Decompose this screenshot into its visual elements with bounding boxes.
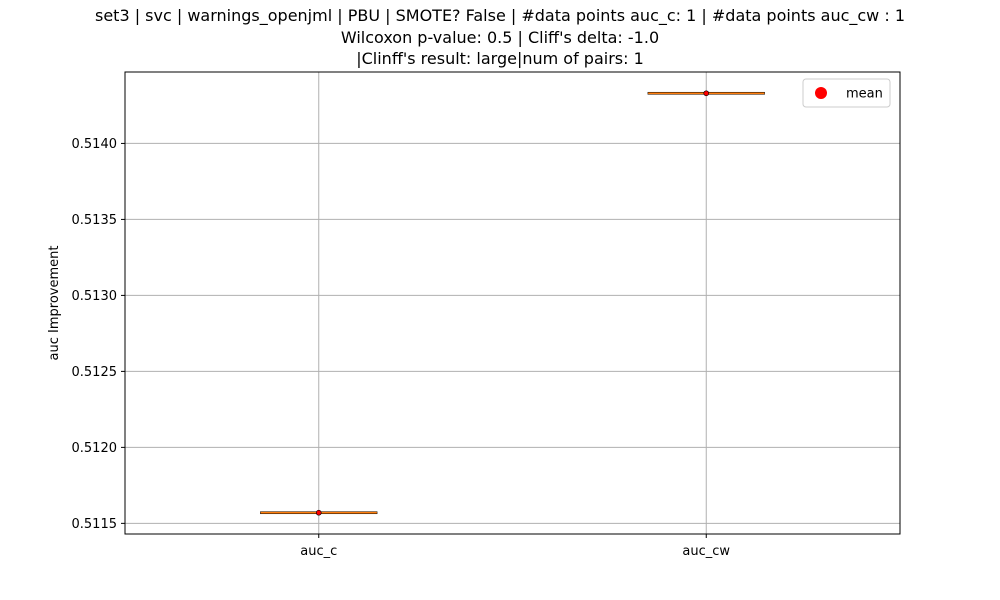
legend-mean-marker bbox=[815, 87, 827, 99]
y-tick-label: 0.5135 bbox=[72, 213, 118, 228]
x-tick-label: auc_c bbox=[300, 544, 337, 559]
y-tick-label: 0.5120 bbox=[72, 441, 118, 456]
legend: mean bbox=[802, 78, 891, 108]
plot-frame bbox=[124, 71, 901, 535]
y-tick-label: 0.5125 bbox=[72, 365, 118, 380]
y-tick-label: 0.5140 bbox=[72, 137, 118, 152]
mean-marker bbox=[703, 90, 710, 97]
y-tick-label: 0.5115 bbox=[72, 517, 118, 532]
chart-title-line-3: |Clinff's result: large|num of pairs: 1 bbox=[356, 49, 644, 68]
y-tick-label: 0.5130 bbox=[72, 289, 118, 304]
x-tick-label: auc_cw bbox=[682, 544, 730, 559]
grid-layer bbox=[125, 72, 900, 534]
data-layer bbox=[260, 90, 765, 516]
y-axis-label: auc Improvement bbox=[47, 246, 62, 361]
chart-title-line-2: Wilcoxon p-value: 0.5 | Cliff's delta: -… bbox=[340, 28, 660, 47]
chart-title-line-1: set3 | svc | warnings_openjml | PBU | SM… bbox=[94, 6, 905, 25]
axis-layer: 0.5115 0.5120 0.5125 0.5130 0.5135 0.5140 auc_… bbox=[72, 137, 731, 559]
mean-marker bbox=[315, 509, 322, 516]
legend-box bbox=[802, 78, 891, 108]
legend-mean-label: mean bbox=[846, 87, 883, 102]
